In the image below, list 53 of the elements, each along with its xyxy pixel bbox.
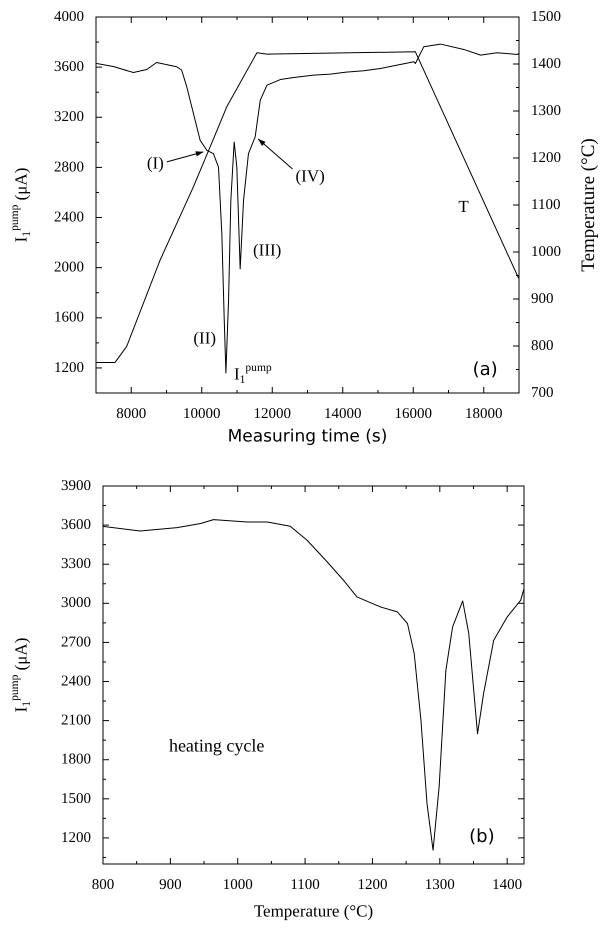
annotation: T [458,196,470,216]
y-tick-label: 1600 [54,310,84,326]
annotation: (IV) [296,166,325,186]
y-tick-label: 2000 [54,260,84,276]
y-tick-label: 1800 [61,752,91,768]
y-tick-label: 2700 [61,634,91,650]
x-tick-label: 10000 [183,406,220,422]
y-tick-label: 3200 [54,109,84,126]
y2-tick-label: 900 [531,290,554,307]
y-tick-label: 2400 [54,209,84,226]
x-tick-label: 8000 [116,406,146,422]
x-tick-label: 14000 [324,406,362,422]
annotation: (b) [469,826,495,848]
y2-tick-label: 1200 [531,150,561,166]
y2-axis-title: Temperature (°C) [578,138,599,272]
x-tick-label: 1100 [290,876,320,893]
y-tick-label: 3600 [54,59,84,76]
y2-tick-label: 800 [531,338,554,354]
x-tick-label: 1400 [492,876,522,893]
x-tick-label: 1300 [424,876,455,893]
x-axis-title: Temperature (°C) [254,901,374,920]
x-tick-label: 900 [159,876,182,893]
y-tick-label: 3000 [61,595,91,612]
y2-tick-label: 1300 [531,102,561,119]
y-tick-label: 4000 [54,8,84,25]
y-tick-label: 2100 [61,712,91,729]
y2-tick-label: 1100 [531,196,560,213]
x-tick-label: 800 [92,876,114,893]
y2-tick-label: 1000 [531,244,561,260]
y2-tick-label: 1500 [531,8,561,25]
y-tick-label: 1200 [61,830,91,846]
y-axis-title: I1pump (μA) [8,168,34,242]
y-tick-label: 2400 [61,673,91,690]
y-tick-label: 3300 [61,556,91,572]
x-tick-label: 12000 [254,406,291,422]
annotation: (I) [146,153,164,172]
annotation: heating cycle [168,736,264,756]
x-tick-label: 18000 [465,406,502,422]
y-tick-label: 2800 [54,159,84,176]
y-axis-title: I1pump (μA) [8,638,34,712]
y-tick-label: 1500 [61,790,91,807]
y-tick-label: 3900 [61,478,91,494]
x-axis-title: Measuring time (s) [228,426,388,446]
annotation: (II) [193,328,216,348]
y2-tick-label: 1400 [531,56,561,72]
x-tick-label: 1200 [357,876,388,893]
y-tick-label: 1200 [54,360,84,376]
x-tick-label: 1000 [222,876,253,893]
annotation: (a) [472,359,498,380]
x-tick-label: 16000 [394,406,432,422]
y-tick-label: 3600 [61,517,91,534]
annotation: (III) [253,240,282,260]
y2-tick-label: 700 [531,384,554,401]
